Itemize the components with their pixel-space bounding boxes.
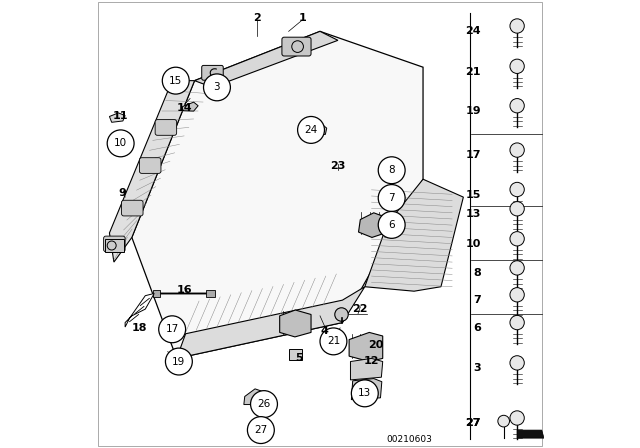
Polygon shape bbox=[244, 389, 271, 405]
Polygon shape bbox=[109, 113, 125, 122]
Bar bbox=[289, 349, 302, 360]
Circle shape bbox=[248, 417, 275, 444]
Bar bbox=[205, 290, 214, 297]
FancyBboxPatch shape bbox=[155, 120, 177, 135]
Text: 10: 10 bbox=[465, 239, 481, 249]
Polygon shape bbox=[365, 179, 463, 291]
Polygon shape bbox=[177, 287, 365, 358]
Polygon shape bbox=[182, 102, 198, 111]
Text: 6: 6 bbox=[473, 323, 481, 333]
Circle shape bbox=[510, 288, 524, 302]
Text: 2: 2 bbox=[253, 13, 261, 23]
Text: 14: 14 bbox=[177, 103, 193, 112]
Text: 12: 12 bbox=[364, 356, 380, 366]
Text: 27: 27 bbox=[465, 418, 481, 428]
Text: 18: 18 bbox=[132, 323, 148, 333]
Bar bbox=[154, 290, 159, 297]
Polygon shape bbox=[315, 125, 326, 134]
Polygon shape bbox=[351, 379, 382, 400]
Circle shape bbox=[159, 316, 186, 343]
Polygon shape bbox=[517, 430, 544, 438]
Polygon shape bbox=[132, 31, 423, 358]
FancyBboxPatch shape bbox=[202, 65, 223, 80]
Text: 13: 13 bbox=[358, 388, 371, 398]
Circle shape bbox=[510, 202, 524, 216]
Polygon shape bbox=[109, 81, 195, 262]
FancyBboxPatch shape bbox=[282, 37, 311, 56]
Text: 26: 26 bbox=[257, 399, 271, 409]
Text: 27: 27 bbox=[254, 425, 268, 435]
Text: 7: 7 bbox=[388, 193, 395, 203]
Text: 17: 17 bbox=[465, 151, 481, 160]
Text: 22: 22 bbox=[353, 304, 368, 314]
FancyBboxPatch shape bbox=[140, 158, 161, 173]
FancyBboxPatch shape bbox=[104, 236, 125, 252]
Text: 00210603: 00210603 bbox=[387, 435, 433, 444]
Polygon shape bbox=[351, 358, 383, 380]
Circle shape bbox=[165, 348, 192, 375]
Circle shape bbox=[107, 130, 134, 157]
Polygon shape bbox=[349, 332, 383, 362]
Circle shape bbox=[320, 328, 347, 355]
Text: 15: 15 bbox=[465, 190, 481, 200]
Circle shape bbox=[510, 261, 524, 275]
Circle shape bbox=[510, 99, 524, 113]
Text: 13: 13 bbox=[465, 209, 481, 219]
Text: 5: 5 bbox=[295, 353, 303, 362]
Text: 23: 23 bbox=[330, 161, 346, 171]
Circle shape bbox=[510, 232, 524, 246]
Text: 27: 27 bbox=[465, 418, 481, 428]
Circle shape bbox=[251, 391, 278, 418]
Circle shape bbox=[335, 308, 348, 321]
Polygon shape bbox=[195, 31, 338, 87]
Polygon shape bbox=[280, 310, 311, 337]
Circle shape bbox=[163, 67, 189, 94]
Circle shape bbox=[510, 143, 524, 157]
Text: 20: 20 bbox=[368, 340, 384, 350]
Circle shape bbox=[204, 74, 230, 101]
FancyBboxPatch shape bbox=[122, 200, 143, 216]
Circle shape bbox=[498, 415, 509, 427]
Text: 19: 19 bbox=[172, 357, 186, 366]
Text: 8: 8 bbox=[473, 268, 481, 278]
Text: 9: 9 bbox=[118, 188, 126, 198]
Circle shape bbox=[510, 356, 524, 370]
Text: 7: 7 bbox=[473, 295, 481, 305]
Text: 15: 15 bbox=[169, 76, 182, 86]
Text: 6: 6 bbox=[388, 220, 395, 230]
Circle shape bbox=[510, 19, 524, 33]
Text: 11: 11 bbox=[113, 111, 129, 121]
Circle shape bbox=[351, 380, 378, 407]
Text: 8: 8 bbox=[388, 165, 395, 175]
Circle shape bbox=[378, 157, 405, 184]
Polygon shape bbox=[358, 213, 389, 237]
Text: 10: 10 bbox=[114, 138, 127, 148]
Circle shape bbox=[510, 182, 524, 197]
Text: 4: 4 bbox=[321, 326, 328, 336]
Text: 3: 3 bbox=[214, 82, 220, 92]
Text: 16: 16 bbox=[177, 285, 193, 295]
Circle shape bbox=[510, 411, 524, 425]
Circle shape bbox=[298, 116, 324, 143]
Text: 24: 24 bbox=[305, 125, 317, 135]
Text: 1: 1 bbox=[298, 13, 306, 23]
Text: 19: 19 bbox=[465, 106, 481, 116]
Text: 24: 24 bbox=[465, 26, 481, 36]
Circle shape bbox=[510, 315, 524, 330]
Text: 21: 21 bbox=[327, 336, 340, 346]
Bar bbox=[105, 239, 124, 252]
Circle shape bbox=[378, 185, 405, 211]
Text: 21: 21 bbox=[465, 67, 481, 77]
Polygon shape bbox=[125, 293, 154, 327]
Circle shape bbox=[378, 211, 405, 238]
Text: 17: 17 bbox=[166, 324, 179, 334]
Text: 3: 3 bbox=[473, 363, 481, 373]
Circle shape bbox=[510, 59, 524, 73]
